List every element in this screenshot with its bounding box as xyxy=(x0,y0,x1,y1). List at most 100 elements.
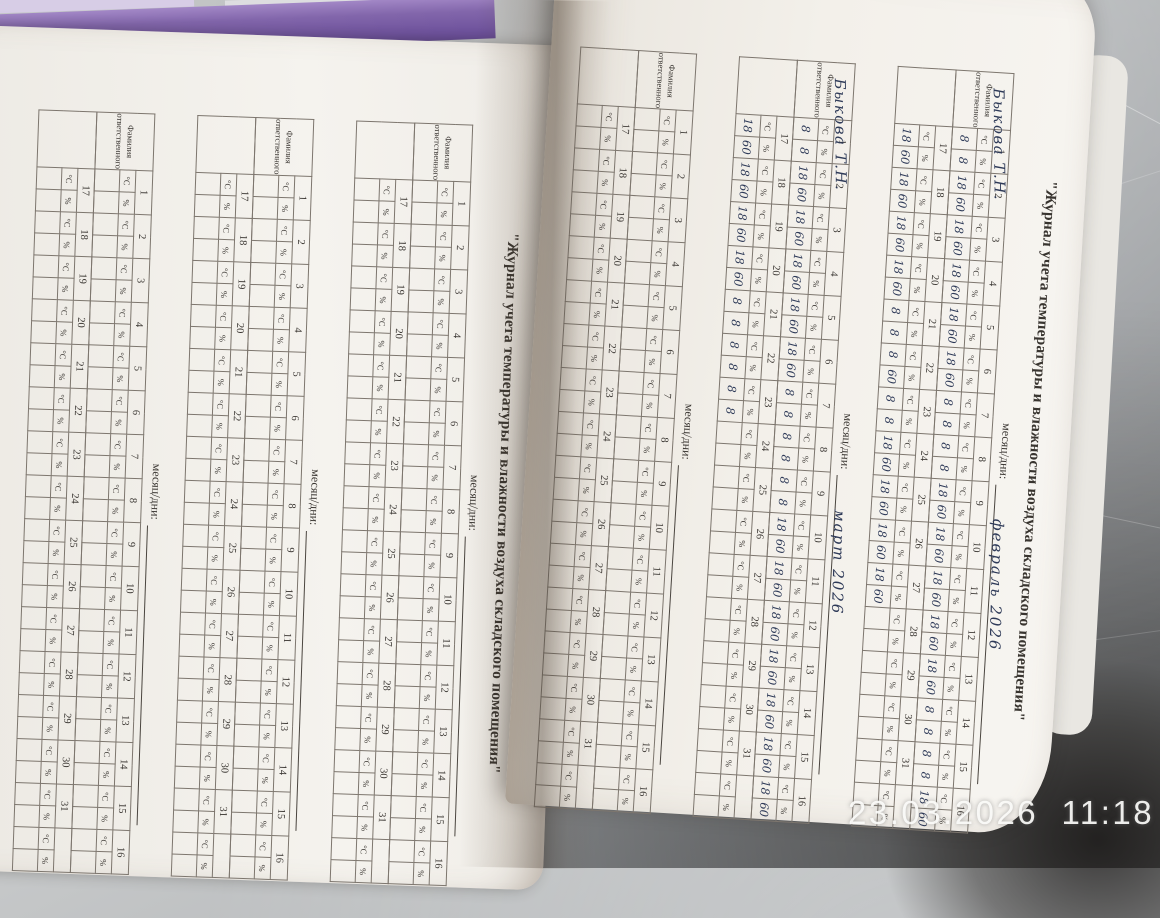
temp-unit-cell: °С xyxy=(912,212,931,236)
value-cell xyxy=(253,174,279,198)
value-cell xyxy=(20,606,47,630)
responsible-label: Фамилия ответственного xyxy=(431,124,454,181)
day-number-cell: 22 xyxy=(602,326,622,371)
humidity-unit-cell: % xyxy=(903,366,921,390)
day-number-cell: 15 xyxy=(430,797,450,842)
value-cell xyxy=(624,261,651,285)
humidity-unit-cell: % xyxy=(596,171,615,195)
responsible-header-cell: Фамилия ответственного xyxy=(94,111,155,171)
value-cell xyxy=(71,828,97,852)
humidity-unit-cell: % xyxy=(575,522,593,546)
temp-unit-cell: °С xyxy=(631,548,650,572)
temp-unit-cell: °С xyxy=(957,435,975,459)
responsible-header-cell: Фамилия ответственного xyxy=(253,117,314,177)
value-cell: 18 xyxy=(765,556,793,580)
value-cell xyxy=(185,458,211,482)
value-cell xyxy=(405,377,431,401)
day-number-cell: 24 xyxy=(596,413,617,459)
temp-unit-cell: °С xyxy=(215,305,233,328)
humidity-unit-cell: % xyxy=(214,327,232,350)
value-cell: 8 xyxy=(875,408,903,433)
value-cell: 60 xyxy=(939,324,966,349)
humidity-unit-cell: % xyxy=(752,224,771,248)
day-number-cell: 12 xyxy=(643,593,664,639)
value-cell xyxy=(391,773,417,797)
value-cell: 60 xyxy=(764,578,791,602)
value-cell xyxy=(537,740,564,765)
value-cell xyxy=(404,399,431,423)
temp-unit-cell: °С xyxy=(99,741,116,764)
value-cell xyxy=(178,656,204,680)
month-blocks: месяц/дни: Фамилия ответственного 1 2 3 4 5 6 7 8… xyxy=(12,87,496,886)
temp-unit-cell: °С xyxy=(368,486,385,510)
temp-unit-cell: °С xyxy=(258,746,275,770)
humidity-unit-cell: % xyxy=(723,708,741,731)
temp-unit-cell: °С xyxy=(626,636,644,659)
temp-unit-cell: °С xyxy=(204,613,222,636)
temp-unit-cell: °С xyxy=(378,178,396,202)
value-cell: 18 xyxy=(948,170,975,195)
handwritten-signature: Быкова Т.Н. xyxy=(989,88,1009,202)
temp-unit-cell: °С xyxy=(719,773,737,797)
value-cell xyxy=(408,267,435,291)
humidity-unit-cell: % xyxy=(51,453,68,477)
temp-unit-cell: °С xyxy=(949,567,967,591)
humidity-unit-cell: % xyxy=(726,664,744,688)
value-cell: 8 xyxy=(721,333,748,357)
value-cell: 8 xyxy=(773,424,801,449)
value-cell xyxy=(195,172,221,196)
humidity-unit-cell: % xyxy=(365,552,383,576)
humidity-unit-cell: % xyxy=(649,262,667,286)
value-cell: 8 xyxy=(933,412,961,436)
temp-unit-cell: °С xyxy=(938,743,956,767)
humidity-unit-cell: % xyxy=(376,244,394,268)
value-cell: 18 xyxy=(789,161,817,185)
humidity-unit-cell: % xyxy=(945,633,963,657)
value-cell xyxy=(547,565,575,589)
temp-unit-cell: °С xyxy=(777,777,795,801)
humidity-unit-cell: % xyxy=(755,181,773,204)
humidity-unit-cell: % xyxy=(98,763,116,786)
value-cell xyxy=(711,486,739,511)
temp-unit-cell: °С xyxy=(357,794,375,818)
value-cell xyxy=(605,568,632,593)
day-number-cell: 21 xyxy=(763,291,784,337)
humidity-unit-cell: % xyxy=(805,316,823,340)
value-cell: 18 xyxy=(768,512,795,536)
value-cell xyxy=(23,518,50,542)
value-cell xyxy=(389,817,416,841)
value-cell: 8 xyxy=(916,697,943,722)
handwritten-signature: Быкова Т.Н. xyxy=(830,78,850,192)
temp-unit-cell: °С xyxy=(220,173,237,196)
temp-unit-cell: °С xyxy=(730,598,748,622)
day-number-cell: 9 xyxy=(810,471,831,516)
value-cell xyxy=(631,151,658,175)
day-number-cell: 18 xyxy=(771,160,792,206)
value-cell xyxy=(81,520,108,544)
temp-unit-cell: °С xyxy=(418,708,436,732)
temp-unit-cell: °С xyxy=(369,442,387,466)
month-days-label: месяц/дни: xyxy=(307,469,324,526)
value-cell xyxy=(344,463,370,487)
value-cell xyxy=(335,705,362,729)
value-cell: 8 xyxy=(772,446,799,471)
value-cell xyxy=(339,595,366,619)
value-cell xyxy=(333,771,360,795)
value-cell: 18 xyxy=(885,255,912,279)
value-cell xyxy=(20,628,46,652)
temp-unit-cell: °С xyxy=(372,354,390,378)
value-cell xyxy=(192,260,218,284)
value-cell xyxy=(234,702,261,726)
value-cell xyxy=(247,328,274,352)
humidity-unit-cell: % xyxy=(747,312,765,336)
month-underline xyxy=(454,536,481,838)
day-number-cell: 31 xyxy=(54,783,74,829)
humidity-unit-cell: % xyxy=(257,768,275,792)
value-cell xyxy=(699,684,727,709)
value-cell xyxy=(337,661,363,685)
temp-unit-cell: °С xyxy=(629,592,647,616)
humidity-unit-cell: % xyxy=(211,415,229,438)
temp-unit-cell: °С xyxy=(56,299,74,323)
value-cell xyxy=(395,641,422,665)
value-cell xyxy=(33,254,59,278)
